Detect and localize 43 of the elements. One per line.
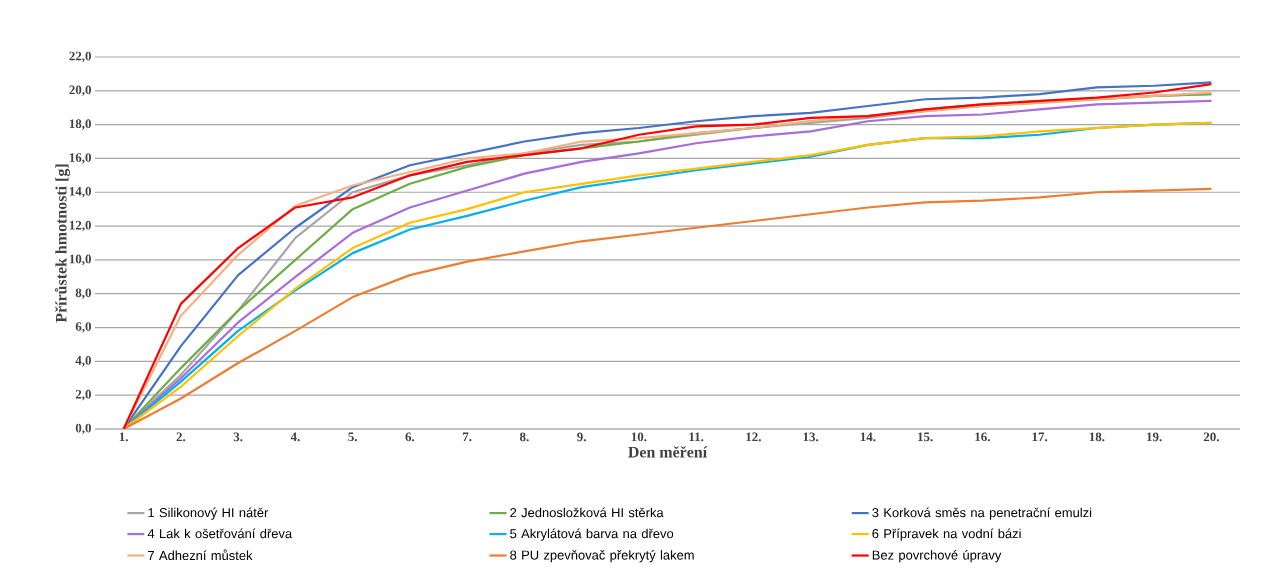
y-tick-label: 2,0 xyxy=(75,389,91,401)
x-tick-label: 12. xyxy=(746,432,761,442)
y-tick-label: 4,0 xyxy=(75,356,91,367)
x-tick-label: 15. xyxy=(918,432,933,442)
x-tick-label: 11. xyxy=(689,432,704,442)
y-tick-label: 6,0 xyxy=(75,322,91,333)
legend-label: 4 Lak k ošetřování dřeva xyxy=(147,528,293,539)
x-tick-label: 2. xyxy=(176,432,186,442)
y-tick-label: 22,0 xyxy=(69,51,91,63)
legend-label: 1 Silikonový HI nátěr xyxy=(148,507,269,520)
x-tick-label: 3. xyxy=(233,432,243,442)
y-tick-label: 8,0 xyxy=(75,288,91,300)
legend-label: 2 Jednosložková HI stěrka xyxy=(510,507,664,518)
x-tick-label: 1. xyxy=(119,432,128,442)
x-axis-title: Den měření xyxy=(628,446,708,458)
x-tick-label: 4. xyxy=(290,432,300,442)
x-tick-label: 18. xyxy=(1089,432,1105,442)
y-tick-label: 20,0 xyxy=(69,85,91,97)
legend-label: 5 Akrylátová barva na dřevo xyxy=(510,528,674,541)
y-tick-label: 14,0 xyxy=(69,186,91,198)
y-tick-label: 16,0 xyxy=(69,153,91,164)
x-tick-label: 17. xyxy=(1032,432,1048,442)
x-tick-label: 19. xyxy=(1147,432,1162,442)
x-tick-label: 10. xyxy=(631,432,647,442)
y-tick-label: 12,0 xyxy=(69,220,91,232)
x-tick-label: 9. xyxy=(577,432,586,442)
x-tick-label: 16. xyxy=(975,432,990,442)
y-tick-label: 0,0 xyxy=(75,423,91,435)
x-tick-label: 7. xyxy=(463,432,472,442)
x-tick-label: 5. xyxy=(348,432,357,442)
x-tick-label: 14. xyxy=(860,432,876,442)
x-tick-label: 8. xyxy=(519,432,529,442)
legend-label: 8 PU zpevňovač překrytý lakem xyxy=(510,550,694,563)
legend-label: 7 Adhezní můstek xyxy=(148,549,253,561)
x-tick-label: 20. xyxy=(1203,432,1219,442)
legend-label: 6 Přípravek na vodní bázi xyxy=(872,528,1021,541)
legend-label: 3 Korková směs na penetrační emulzi xyxy=(872,507,1092,520)
y-tick-label: 18,0 xyxy=(69,119,91,130)
y-axis-title: Přírůstek hmotnosti [g] xyxy=(54,164,70,323)
x-tick-label: 6. xyxy=(405,432,415,442)
legend-label: Bez povrchové úpravy xyxy=(872,550,1002,563)
x-tick-label: 13. xyxy=(803,432,819,442)
y-tick-label: 10,0 xyxy=(69,254,91,266)
